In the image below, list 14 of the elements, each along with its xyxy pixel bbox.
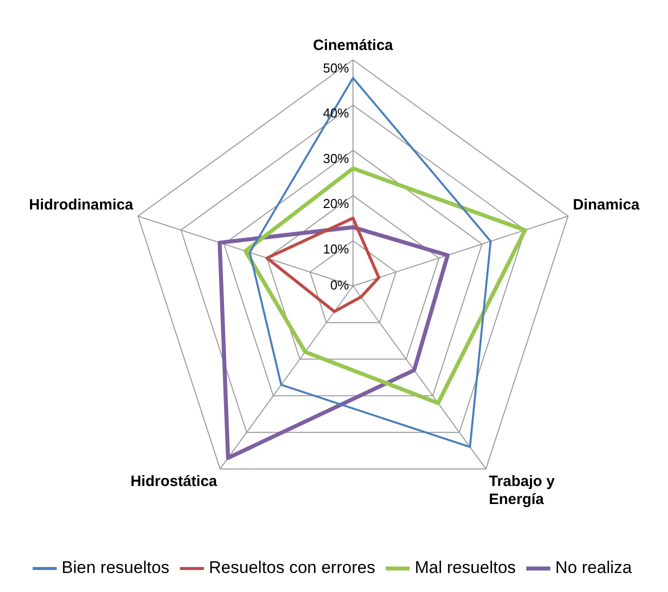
spoke-label: Cinemática <box>312 37 394 54</box>
y-tick-label: 0% <box>330 278 350 293</box>
spoke-label: Trabajo y Energía <box>488 473 556 508</box>
y-tick-label: 10% <box>322 241 350 256</box>
y-tick-label: 30% <box>322 150 350 166</box>
y-tick-label: 50% <box>322 60 350 76</box>
y-tick-label: 20% <box>322 196 350 212</box>
spoke-label: Hidrodinamica <box>29 196 134 214</box>
spoke-label: Dinamica <box>572 196 640 214</box>
legend-label: No realiza <box>555 558 632 578</box>
legend-label: Resueltos con errores <box>208 558 376 578</box>
spoke-label: Hidrostática <box>130 473 218 490</box>
legend-label: Bien resueltos <box>62 558 170 578</box>
legend-label: Mal resueltos <box>414 558 516 578</box>
